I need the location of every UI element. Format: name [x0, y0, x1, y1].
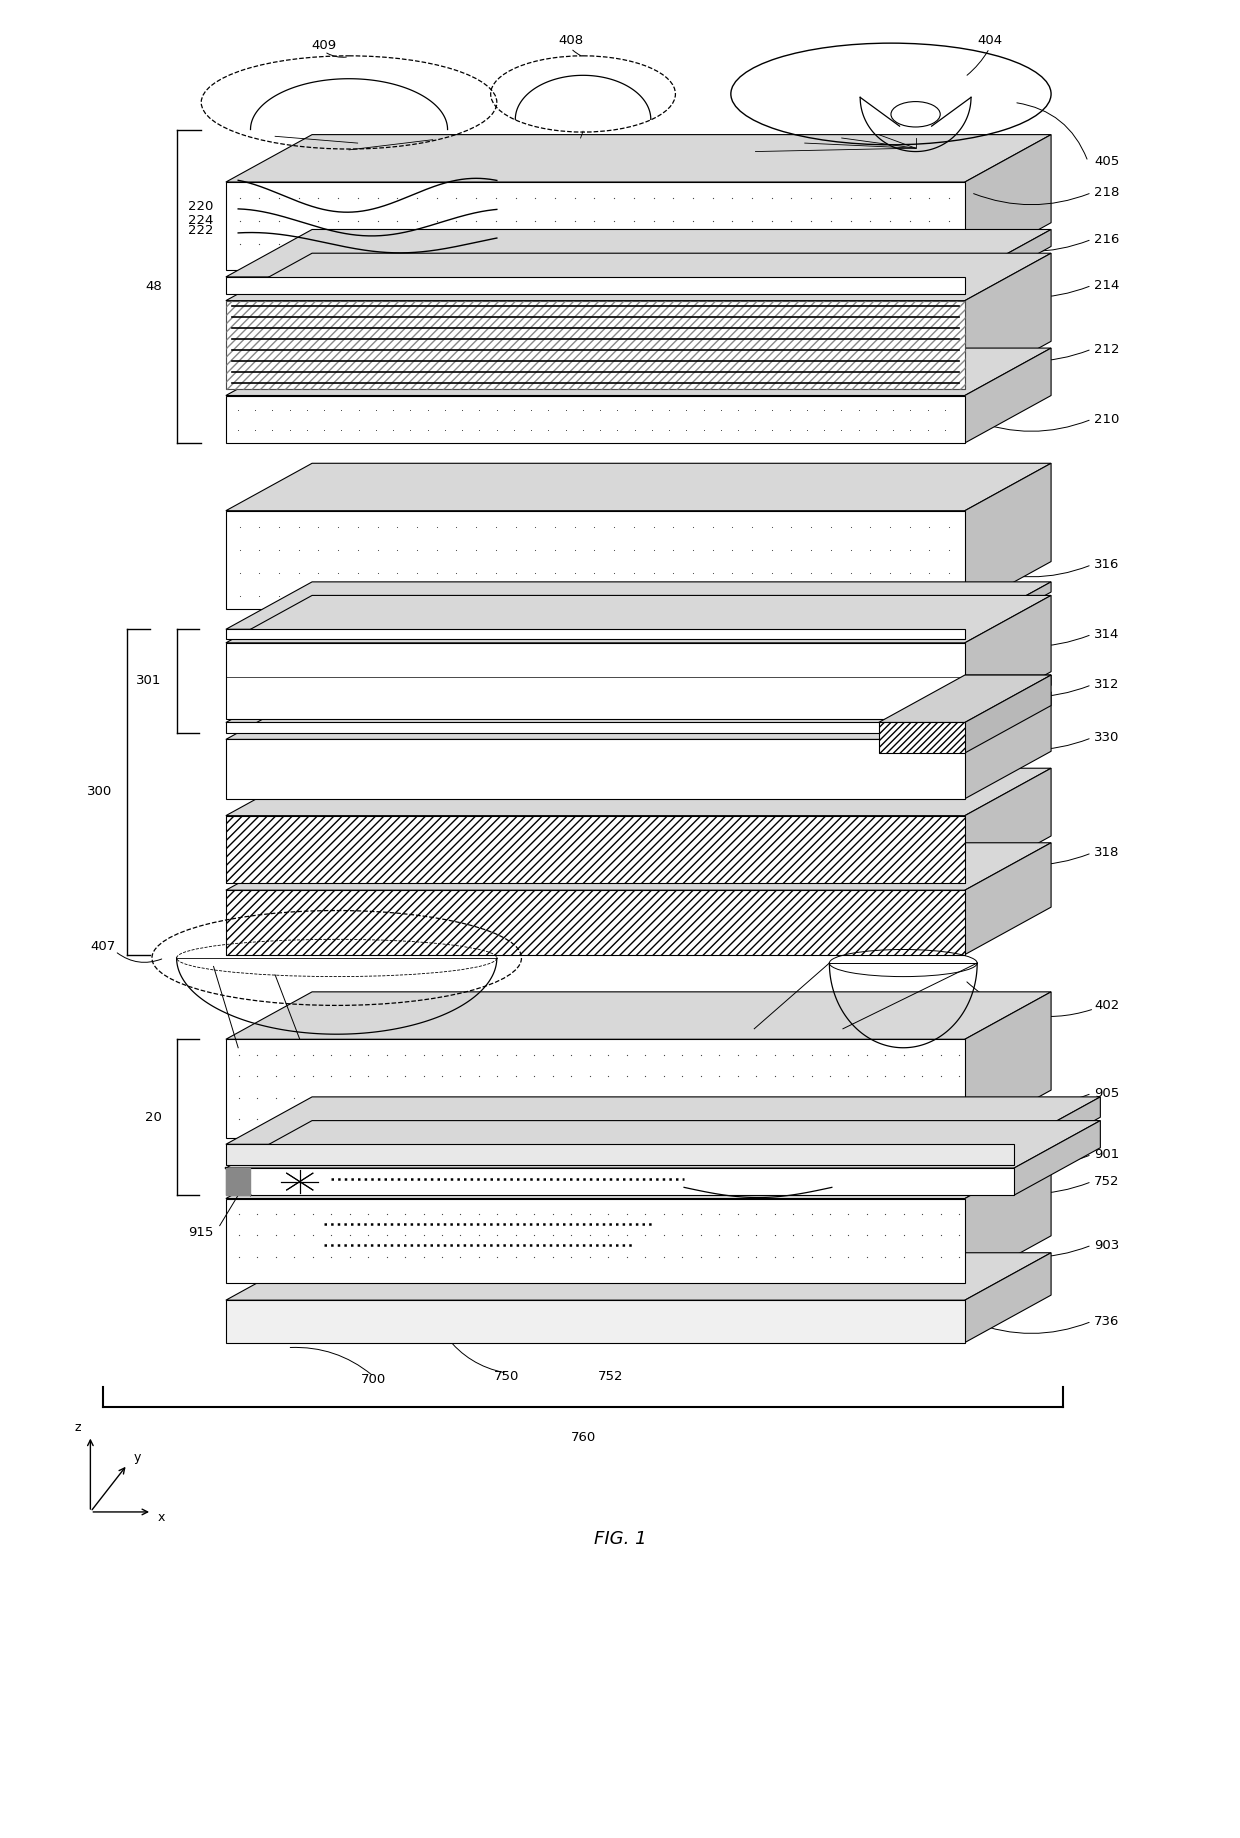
Text: 409: 409	[311, 39, 337, 51]
Text: 318: 318	[1094, 847, 1120, 860]
Polygon shape	[226, 844, 1052, 890]
Polygon shape	[226, 254, 1052, 301]
Text: 222: 222	[188, 224, 213, 237]
Ellipse shape	[892, 101, 940, 127]
Text: 402: 402	[1094, 998, 1120, 1013]
Text: 903: 903	[1094, 1239, 1120, 1252]
Polygon shape	[226, 596, 1052, 643]
Polygon shape	[965, 254, 1052, 388]
Text: 752: 752	[1094, 1174, 1120, 1187]
Polygon shape	[226, 1097, 1100, 1145]
Polygon shape	[226, 722, 965, 733]
Polygon shape	[226, 463, 1052, 511]
Text: 407: 407	[91, 939, 115, 952]
Polygon shape	[965, 583, 1052, 640]
Polygon shape	[965, 768, 1052, 884]
Polygon shape	[226, 278, 965, 294]
Text: 216: 216	[1094, 233, 1120, 246]
Text: 901: 901	[1094, 1149, 1120, 1162]
Text: 312: 312	[1094, 678, 1120, 691]
Polygon shape	[226, 816, 965, 884]
Polygon shape	[226, 1299, 965, 1342]
Polygon shape	[226, 347, 1052, 395]
Polygon shape	[226, 134, 1052, 182]
Text: 48: 48	[145, 279, 161, 292]
Text: x: x	[159, 1511, 165, 1524]
Polygon shape	[226, 1151, 1052, 1198]
Text: 301: 301	[136, 675, 161, 687]
Polygon shape	[226, 675, 1052, 722]
Text: 700: 700	[361, 1373, 387, 1386]
Polygon shape	[965, 691, 1052, 800]
Polygon shape	[226, 739, 965, 800]
Polygon shape	[226, 1145, 1014, 1165]
Polygon shape	[1014, 1121, 1100, 1195]
Text: 915: 915	[188, 1226, 213, 1239]
Polygon shape	[226, 182, 965, 270]
Polygon shape	[226, 1038, 965, 1138]
Polygon shape	[965, 675, 1052, 754]
Text: FIG. 1: FIG. 1	[594, 1529, 646, 1548]
Text: 408: 408	[558, 33, 583, 46]
Polygon shape	[226, 583, 1052, 629]
Polygon shape	[879, 675, 1052, 722]
Polygon shape	[226, 768, 1052, 816]
Polygon shape	[226, 1167, 1014, 1195]
Polygon shape	[965, 463, 1052, 608]
Polygon shape	[965, 1254, 1052, 1342]
Text: 218: 218	[1094, 186, 1120, 199]
Polygon shape	[226, 629, 965, 640]
Polygon shape	[226, 1121, 1100, 1167]
Polygon shape	[965, 675, 1052, 733]
Text: 405: 405	[1094, 154, 1120, 169]
Polygon shape	[226, 301, 965, 388]
Text: 300: 300	[87, 785, 113, 798]
Polygon shape	[226, 230, 1052, 278]
Polygon shape	[226, 395, 965, 443]
Text: 760: 760	[570, 1432, 595, 1445]
Polygon shape	[226, 1167, 250, 1195]
Polygon shape	[965, 1151, 1052, 1283]
Polygon shape	[965, 134, 1052, 270]
Text: 752: 752	[598, 1369, 622, 1382]
Text: 20: 20	[145, 1110, 161, 1123]
Text: 210: 210	[1094, 414, 1120, 426]
Polygon shape	[1014, 1097, 1100, 1165]
Polygon shape	[226, 993, 1052, 1038]
Text: 220: 220	[188, 200, 213, 213]
Polygon shape	[226, 1254, 1052, 1299]
Polygon shape	[226, 691, 1052, 739]
Polygon shape	[879, 722, 965, 754]
Polygon shape	[226, 890, 965, 954]
Text: 224: 224	[188, 215, 213, 228]
Polygon shape	[965, 596, 1052, 719]
Polygon shape	[226, 643, 965, 719]
Text: z: z	[74, 1421, 81, 1434]
Polygon shape	[226, 511, 965, 608]
Polygon shape	[965, 993, 1052, 1138]
Text: 214: 214	[1094, 279, 1120, 292]
Polygon shape	[226, 1198, 965, 1283]
Text: 750: 750	[494, 1013, 520, 1026]
Text: 212: 212	[1094, 342, 1120, 355]
Text: 905: 905	[1094, 1086, 1120, 1099]
Text: 314: 314	[1094, 629, 1120, 641]
Polygon shape	[965, 230, 1052, 294]
Text: y: y	[134, 1452, 141, 1465]
Text: 736: 736	[1094, 1314, 1120, 1327]
Text: 330: 330	[1094, 732, 1120, 744]
Text: 316: 316	[1094, 559, 1120, 572]
Polygon shape	[965, 844, 1052, 954]
Text: 750: 750	[494, 1369, 520, 1382]
Text: 404: 404	[977, 33, 1002, 46]
Polygon shape	[965, 347, 1052, 443]
